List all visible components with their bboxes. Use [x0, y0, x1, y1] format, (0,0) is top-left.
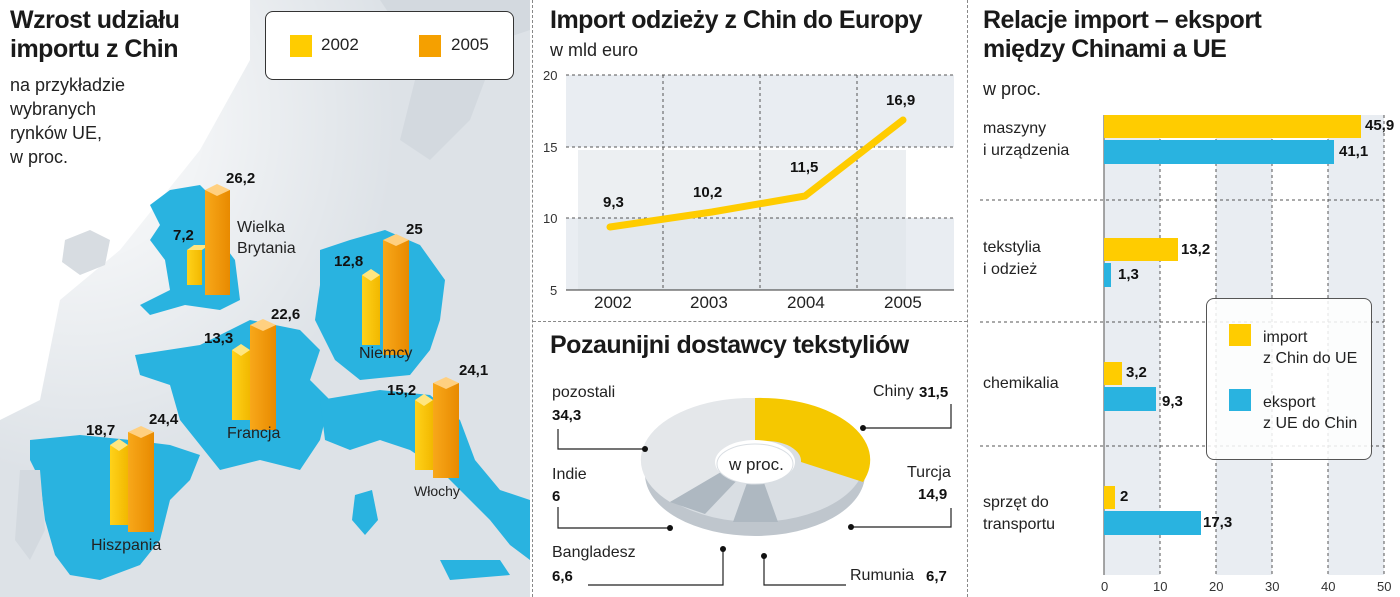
panel-import-share-map: Wzrost udziału importu z Chin na przykła…: [0, 0, 530, 597]
legend-swatch-import: [1229, 324, 1251, 346]
x-tick: 2003: [690, 293, 728, 312]
slice-rumunia-value: 6,7: [926, 568, 947, 585]
slice-bangladesz-name: Bangladesz: [552, 544, 636, 561]
bars-germany: [362, 234, 409, 355]
uk-name: Wielka Brytania: [237, 219, 296, 257]
export-value: 9,3: [1162, 393, 1183, 410]
data-label: 16,9: [886, 92, 916, 109]
slice-chiny-value: 31,5: [919, 384, 949, 401]
y-tick: 15: [543, 140, 558, 155]
category-label: sprzęt do transportu: [983, 494, 1056, 533]
slice-pozostali-value: 34,3: [552, 407, 582, 424]
bars-italy: [415, 377, 459, 478]
x-tick: 2004: [787, 293, 825, 312]
it-2002-value: 15,2: [387, 382, 417, 399]
panel-import-export-bars: Relacje import – eksport między Chinami …: [968, 0, 1400, 597]
y-tick: 20: [543, 68, 558, 83]
map-title: Wzrost udziału importu z Chin: [10, 6, 180, 63]
legend-label-export: eksport z UE do Chin: [1263, 394, 1358, 432]
map-legend: 2002 2005: [265, 11, 514, 80]
bars-france: [232, 319, 276, 430]
import-value: 2: [1120, 488, 1129, 505]
x-tick: 20: [1209, 579, 1224, 594]
slice-turcja-value: 14,9: [918, 486, 948, 503]
data-label: 9,3: [603, 194, 624, 211]
legend-label-2002: 2002: [321, 35, 359, 54]
legend-swatch-2002: [290, 35, 312, 57]
es-2002-value: 18,7: [86, 422, 116, 439]
y-tick: 10: [543, 211, 558, 226]
category-label: maszyny i urządzenia: [983, 120, 1070, 159]
panel-textile-suppliers-donut: Pozaunijni dostawcy tekstyliów w proc. C…: [533, 322, 967, 597]
export-value: 17,3: [1203, 514, 1233, 531]
x-tick: 40: [1321, 579, 1336, 594]
data-label: 11,5: [790, 159, 819, 176]
donut-chart: [640, 397, 871, 536]
export-value: 1,3: [1118, 266, 1139, 283]
es-name: Hiszpania: [91, 537, 162, 554]
import-value: 45,9: [1365, 117, 1395, 134]
slice-turcja-name: Turcja: [907, 464, 951, 481]
hbar-subtitle: w proc.: [983, 79, 1042, 99]
x-tick: 50: [1377, 579, 1392, 594]
x-tick: 30: [1265, 579, 1280, 594]
separator: [967, 0, 968, 597]
de-name: Niemcy: [359, 345, 413, 362]
line-chart-title: Import odzieży z Chin do Europy: [550, 6, 923, 34]
slice-chiny-name: Chiny: [873, 383, 914, 400]
separator: [532, 0, 533, 597]
bars-spain: [110, 426, 154, 532]
donut-center-label: w proc.: [729, 455, 784, 474]
legend-label-2005: 2005: [451, 35, 489, 54]
slice-bangladesz-value: 6,6: [552, 568, 573, 585]
category-label: tekstylia i odzież: [983, 239, 1041, 278]
legend-swatch-2005: [419, 35, 441, 57]
map-subtitle: na przykładzie wybranych rynków UE, w pr…: [10, 75, 126, 167]
import-value: 3,2: [1126, 364, 1147, 381]
donut-title: Pozaunijni dostawcy tekstyliów: [550, 331, 909, 359]
it-2005-value: 24,1: [459, 362, 489, 379]
hbar-legend: import z Chin do UE eksport z UE do Chin: [1206, 298, 1372, 460]
import-value: 13,2: [1181, 241, 1211, 258]
x-tick: 2005: [884, 293, 922, 312]
de-2002-value: 12,8: [334, 253, 364, 270]
slice-pozostali-name: pozostali: [552, 384, 616, 401]
slice-indie-value: 6: [552, 488, 561, 505]
fr-2005-value: 22,6: [271, 306, 301, 323]
leader-lines: [557, 404, 952, 586]
panel-clothing-import-line: Import odzieży z Chin do Europy w mld eu…: [533, 0, 967, 321]
legend-label-import: import z Chin do UE: [1263, 329, 1358, 367]
x-tick: 10: [1153, 579, 1168, 594]
it-name: Włochy: [414, 483, 460, 499]
de-2005-value: 25: [406, 221, 423, 238]
hbar-title: Relacje import – eksport między Chinami …: [983, 6, 1262, 63]
line-chart-subtitle: w mld euro: [550, 40, 639, 60]
uk-2005-value: 26,2: [226, 170, 256, 187]
line-chart-plot: [566, 74, 954, 291]
category-label: chemikalia: [983, 375, 1059, 392]
slice-indie-name: Indie: [552, 466, 587, 483]
x-tick: 0: [1101, 579, 1109, 594]
bars-uk: [187, 184, 230, 295]
uk-2002-value: 7,2: [173, 227, 194, 244]
europe-map: [0, 0, 530, 597]
slice-rumunia-name: Rumunia: [850, 567, 915, 584]
es-2005-value: 24,4: [149, 411, 179, 428]
fr-name: Francja: [227, 425, 281, 442]
data-label: 10,2: [693, 184, 723, 201]
x-tick: 2002: [594, 293, 632, 312]
legend-swatch-export: [1229, 389, 1251, 411]
export-value: 41,1: [1339, 143, 1369, 160]
y-tick: 5: [550, 283, 558, 298]
separator: [533, 321, 967, 322]
fr-2002-value: 13,3: [204, 330, 234, 347]
